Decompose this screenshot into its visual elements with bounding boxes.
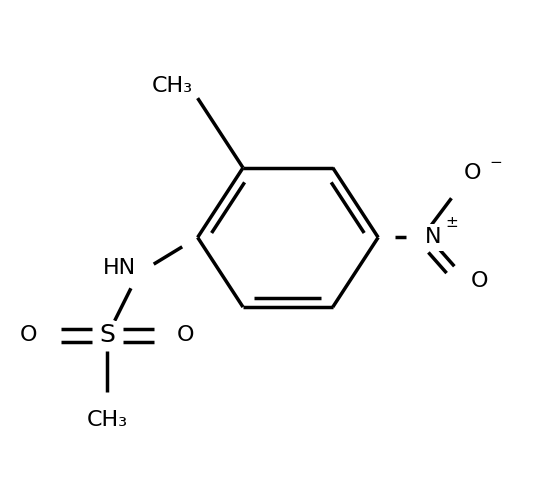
Text: O: O: [20, 325, 38, 346]
Text: CH₃: CH₃: [87, 410, 128, 430]
Text: O: O: [471, 271, 488, 291]
Text: HN: HN: [103, 258, 136, 278]
Text: ±: ±: [446, 215, 458, 230]
Text: −: −: [489, 156, 502, 170]
Text: S: S: [100, 324, 116, 348]
Text: O: O: [463, 163, 481, 183]
Text: N: N: [425, 228, 441, 247]
Text: O: O: [177, 325, 195, 346]
Text: CH₃: CH₃: [151, 75, 192, 96]
